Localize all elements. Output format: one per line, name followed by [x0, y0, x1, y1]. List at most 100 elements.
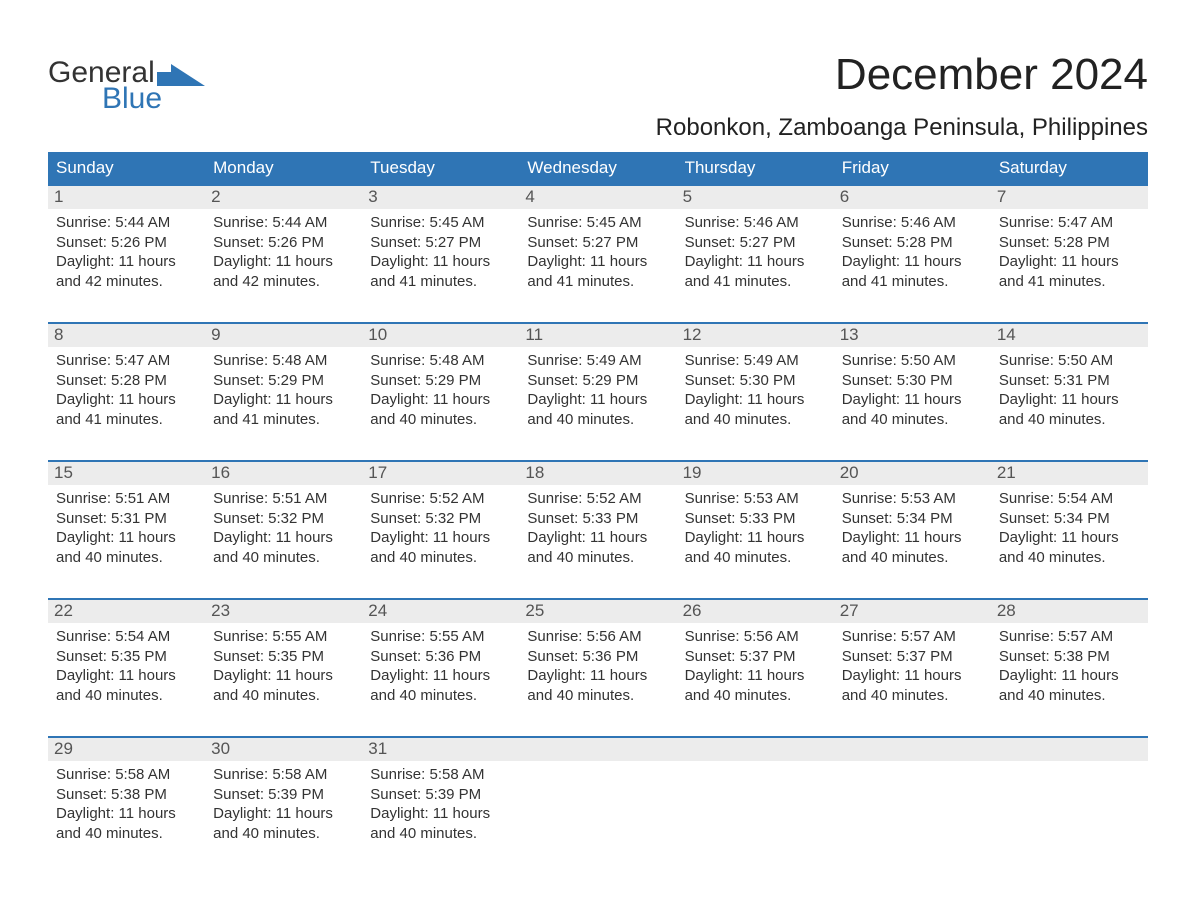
sunset-line: Sunset: 5:29 PM — [527, 371, 668, 391]
calendar-cell: 1Sunrise: 5:44 AMSunset: 5:26 PMDaylight… — [48, 185, 205, 323]
day-number: 21 — [991, 462, 1148, 485]
sunset-line: Sunset: 5:28 PM — [999, 233, 1140, 253]
logo-word-2: Blue — [102, 84, 207, 114]
sunset-line: Sunset: 5:35 PM — [56, 647, 197, 667]
location-title: Robonkon, Zamboanga Peninsula, Philippin… — [656, 114, 1148, 142]
daylight-line: Daylight: 11 hours and 40 minutes. — [999, 528, 1140, 567]
day-header: Tuesday — [362, 152, 519, 185]
calendar-cell: 21Sunrise: 5:54 AMSunset: 5:34 PMDayligh… — [991, 461, 1148, 599]
daylight-line: Daylight: 11 hours and 40 minutes. — [527, 666, 668, 705]
sunset-line: Sunset: 5:37 PM — [685, 647, 826, 667]
sunrise-line: Sunrise: 5:49 AM — [685, 351, 826, 371]
daylight-line: Daylight: 11 hours and 40 minutes. — [685, 528, 826, 567]
calendar-cell: 25Sunrise: 5:56 AMSunset: 5:36 PMDayligh… — [519, 599, 676, 737]
sunrise-line: Sunrise: 5:58 AM — [370, 765, 511, 785]
day-details: Sunrise: 5:54 AMSunset: 5:35 PMDaylight:… — [48, 623, 205, 709]
sunrise-line: Sunrise: 5:46 AM — [842, 213, 983, 233]
sunrise-line: Sunrise: 5:52 AM — [527, 489, 668, 509]
day-number: 12 — [677, 324, 834, 347]
sunrise-line: Sunrise: 5:45 AM — [527, 213, 668, 233]
daylight-line: Daylight: 11 hours and 40 minutes. — [213, 804, 354, 843]
calendar-cell: 8Sunrise: 5:47 AMSunset: 5:28 PMDaylight… — [48, 323, 205, 461]
day-number: 22 — [48, 600, 205, 623]
day-header: Saturday — [991, 152, 1148, 185]
sunrise-line: Sunrise: 5:50 AM — [999, 351, 1140, 371]
logo: General Blue — [48, 58, 207, 114]
daylight-line: Daylight: 11 hours and 40 minutes. — [56, 528, 197, 567]
daylight-line: Daylight: 11 hours and 40 minutes. — [527, 390, 668, 429]
sunrise-line: Sunrise: 5:57 AM — [842, 627, 983, 647]
day-details: Sunrise: 5:58 AMSunset: 5:38 PMDaylight:… — [48, 761, 205, 847]
sunset-line: Sunset: 5:27 PM — [527, 233, 668, 253]
sunset-line: Sunset: 5:29 PM — [370, 371, 511, 391]
daylight-line: Daylight: 11 hours and 40 minutes. — [999, 666, 1140, 705]
day-number: 17 — [362, 462, 519, 485]
sunrise-line: Sunrise: 5:45 AM — [370, 213, 511, 233]
day-details: Sunrise: 5:44 AMSunset: 5:26 PMDaylight:… — [48, 209, 205, 295]
day-details: Sunrise: 5:45 AMSunset: 5:27 PMDaylight:… — [519, 209, 676, 295]
day-number: 1 — [48, 186, 205, 209]
sunrise-line: Sunrise: 5:53 AM — [842, 489, 983, 509]
day-details: Sunrise: 5:56 AMSunset: 5:36 PMDaylight:… — [519, 623, 676, 709]
sunrise-line: Sunrise: 5:44 AM — [213, 213, 354, 233]
day-number: 2 — [205, 186, 362, 209]
sunset-line: Sunset: 5:32 PM — [370, 509, 511, 529]
day-number: 29 — [48, 738, 205, 761]
daylight-line: Daylight: 11 hours and 40 minutes. — [842, 528, 983, 567]
day-details: Sunrise: 5:52 AMSunset: 5:32 PMDaylight:… — [362, 485, 519, 571]
daylight-line: Daylight: 11 hours and 40 minutes. — [370, 528, 511, 567]
sunrise-line: Sunrise: 5:52 AM — [370, 489, 511, 509]
sunset-line: Sunset: 5:36 PM — [370, 647, 511, 667]
day-header: Wednesday — [519, 152, 676, 185]
sunset-line: Sunset: 5:28 PM — [56, 371, 197, 391]
sunset-line: Sunset: 5:34 PM — [842, 509, 983, 529]
calendar-cell: 20Sunrise: 5:53 AMSunset: 5:34 PMDayligh… — [834, 461, 991, 599]
calendar-cell: 16Sunrise: 5:51 AMSunset: 5:32 PMDayligh… — [205, 461, 362, 599]
calendar-cell: 15Sunrise: 5:51 AMSunset: 5:31 PMDayligh… — [48, 461, 205, 599]
calendar-cell: 11Sunrise: 5:49 AMSunset: 5:29 PMDayligh… — [519, 323, 676, 461]
day-number: 25 — [519, 600, 676, 623]
calendar-cell: 13Sunrise: 5:50 AMSunset: 5:30 PMDayligh… — [834, 323, 991, 461]
day-number: 24 — [362, 600, 519, 623]
sunset-line: Sunset: 5:36 PM — [527, 647, 668, 667]
calendar-cell: 2Sunrise: 5:44 AMSunset: 5:26 PMDaylight… — [205, 185, 362, 323]
calendar-cell: 22Sunrise: 5:54 AMSunset: 5:35 PMDayligh… — [48, 599, 205, 737]
calendar-cell: 4Sunrise: 5:45 AMSunset: 5:27 PMDaylight… — [519, 185, 676, 323]
calendar-cell: 6Sunrise: 5:46 AMSunset: 5:28 PMDaylight… — [834, 185, 991, 323]
sunset-line: Sunset: 5:38 PM — [999, 647, 1140, 667]
day-details: Sunrise: 5:54 AMSunset: 5:34 PMDaylight:… — [991, 485, 1148, 571]
calendar-cell: 29Sunrise: 5:58 AMSunset: 5:38 PMDayligh… — [48, 737, 205, 858]
daylight-line: Daylight: 11 hours and 40 minutes. — [685, 666, 826, 705]
day-number: 14 — [991, 324, 1148, 347]
sunrise-line: Sunrise: 5:44 AM — [56, 213, 197, 233]
calendar-cell: 18Sunrise: 5:52 AMSunset: 5:33 PMDayligh… — [519, 461, 676, 599]
daylight-line: Daylight: 11 hours and 42 minutes. — [56, 252, 197, 291]
daylight-line: Daylight: 11 hours and 41 minutes. — [213, 390, 354, 429]
calendar-week-row: 8Sunrise: 5:47 AMSunset: 5:28 PMDaylight… — [48, 323, 1148, 461]
calendar-cell: 7Sunrise: 5:47 AMSunset: 5:28 PMDaylight… — [991, 185, 1148, 323]
sunrise-line: Sunrise: 5:55 AM — [370, 627, 511, 647]
header: General Blue December 2024 Robonkon, Zam… — [48, 30, 1148, 146]
sunrise-line: Sunrise: 5:51 AM — [56, 489, 197, 509]
calendar-table: Sunday Monday Tuesday Wednesday Thursday… — [48, 152, 1148, 858]
sunset-line: Sunset: 5:31 PM — [56, 509, 197, 529]
sunset-line: Sunset: 5:26 PM — [56, 233, 197, 253]
sunset-line: Sunset: 5:35 PM — [213, 647, 354, 667]
day-number: 4 — [519, 186, 676, 209]
sunrise-line: Sunrise: 5:58 AM — [213, 765, 354, 785]
calendar-cell — [991, 737, 1148, 858]
daylight-line: Daylight: 11 hours and 40 minutes. — [213, 666, 354, 705]
sunrise-line: Sunrise: 5:54 AM — [56, 627, 197, 647]
calendar-cell: 9Sunrise: 5:48 AMSunset: 5:29 PMDaylight… — [205, 323, 362, 461]
day-details: Sunrise: 5:50 AMSunset: 5:31 PMDaylight:… — [991, 347, 1148, 433]
sunrise-line: Sunrise: 5:51 AM — [213, 489, 354, 509]
calendar-week-row: 1Sunrise: 5:44 AMSunset: 5:26 PMDaylight… — [48, 185, 1148, 323]
day-number: 27 — [834, 600, 991, 623]
daylight-line: Daylight: 11 hours and 41 minutes. — [999, 252, 1140, 291]
sunrise-line: Sunrise: 5:56 AM — [685, 627, 826, 647]
calendar-cell — [677, 737, 834, 858]
day-details: Sunrise: 5:48 AMSunset: 5:29 PMDaylight:… — [362, 347, 519, 433]
day-details: Sunrise: 5:53 AMSunset: 5:34 PMDaylight:… — [834, 485, 991, 571]
calendar-cell: 5Sunrise: 5:46 AMSunset: 5:27 PMDaylight… — [677, 185, 834, 323]
daylight-line: Daylight: 11 hours and 40 minutes. — [370, 804, 511, 843]
